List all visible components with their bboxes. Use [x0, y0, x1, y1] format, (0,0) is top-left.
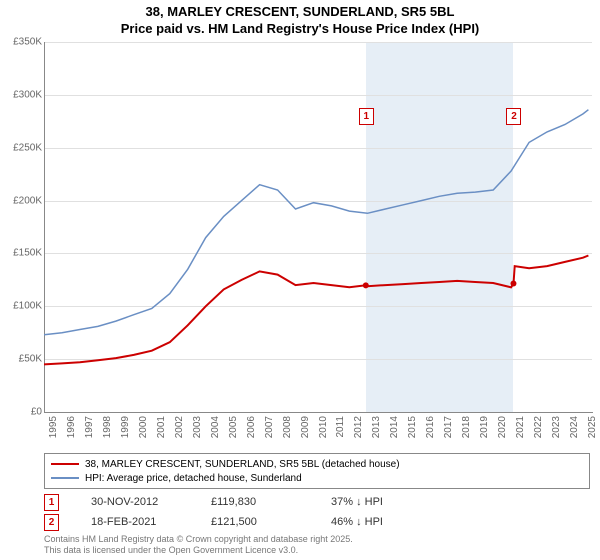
x-tick-label: 2023 [551, 416, 562, 446]
legend: 38, MARLEY CRESCENT, SUNDERLAND, SR5 5BL… [44, 453, 590, 489]
x-tick-label: 1995 [48, 416, 59, 446]
sale-marker-box: 2 [44, 514, 59, 531]
legend-swatch [51, 463, 79, 465]
sale-row: 2 18-FEB-2021 £121,500 46% ↓ HPI [44, 512, 592, 532]
x-tick-label: 2012 [353, 416, 364, 446]
x-tick-label: 2025 [587, 416, 598, 446]
x-tick-label: 2004 [210, 416, 221, 446]
x-tick-label: 2022 [533, 416, 544, 446]
chart-title: 38, MARLEY CRESCENT, SUNDERLAND, SR5 5BL… [0, 0, 600, 38]
sale-date: 30-NOV-2012 [91, 496, 211, 508]
chart-container: 38, MARLEY CRESCENT, SUNDERLAND, SR5 5BL… [0, 0, 600, 560]
y-tick-label: £350K [2, 37, 42, 48]
x-tick-label: 2018 [461, 416, 472, 446]
x-tick-label: 2013 [371, 416, 382, 446]
sale-dot [363, 282, 369, 288]
x-tick-label: 1996 [66, 416, 77, 446]
legend-item: 38, MARLEY CRESCENT, SUNDERLAND, SR5 5BL… [51, 457, 583, 471]
sale-date: 18-FEB-2021 [91, 516, 211, 528]
x-tick-label: 2010 [318, 416, 329, 446]
x-tick-label: 1997 [84, 416, 95, 446]
sales-table: 1 30-NOV-2012 £119,830 37% ↓ HPI 2 18-FE… [44, 492, 592, 532]
sale-hpi-delta: 37% ↓ HPI [331, 496, 451, 508]
chart-marker-box: 1 [359, 108, 374, 125]
legend-label: HPI: Average price, detached house, Sund… [85, 473, 302, 484]
y-tick-label: £300K [2, 89, 42, 100]
x-tick-label: 2009 [300, 416, 311, 446]
x-tick-label: 1999 [120, 416, 131, 446]
footnote-line: Contains HM Land Registry data © Crown c… [44, 534, 353, 544]
x-tick-label: 2006 [246, 416, 257, 446]
attribution-footnote: Contains HM Land Registry data © Crown c… [44, 534, 353, 556]
x-tick-label: 2014 [389, 416, 400, 446]
x-tick-label: 2016 [425, 416, 436, 446]
chart-marker-box: 2 [506, 108, 521, 125]
sale-marker-box: 1 [44, 494, 59, 511]
y-tick-label: £0 [2, 407, 42, 418]
x-tick-label: 2019 [479, 416, 490, 446]
x-tick-label: 2021 [515, 416, 526, 446]
y-tick-label: £250K [2, 142, 42, 153]
y-tick-label: £150K [2, 248, 42, 259]
x-tick-label: 2002 [174, 416, 185, 446]
sale-price: £119,830 [211, 496, 331, 508]
legend-item: HPI: Average price, detached house, Sund… [51, 471, 583, 485]
sale-dot [510, 281, 516, 287]
y-tick-label: £200K [2, 195, 42, 206]
chart-plot-area: 12 [44, 42, 592, 412]
x-tick-label: 2015 [407, 416, 418, 446]
sale-hpi-delta: 46% ↓ HPI [331, 516, 451, 528]
x-tick-label: 2000 [138, 416, 149, 446]
title-line-1: 38, MARLEY CRESCENT, SUNDERLAND, SR5 5BL [146, 4, 455, 19]
series-hpi [44, 110, 588, 335]
x-tick-label: 2001 [156, 416, 167, 446]
x-tick-label: 2003 [192, 416, 203, 446]
x-tick-label: 2017 [443, 416, 454, 446]
line-series-svg [44, 42, 592, 412]
legend-label: 38, MARLEY CRESCENT, SUNDERLAND, SR5 5BL… [85, 459, 400, 470]
x-tick-label: 2011 [335, 416, 346, 446]
x-tick-label: 2008 [282, 416, 293, 446]
x-tick-label: 2020 [497, 416, 508, 446]
legend-swatch [51, 477, 79, 479]
series-property_price [44, 256, 588, 365]
title-line-2: Price paid vs. HM Land Registry's House … [121, 21, 480, 36]
sale-price: £121,500 [211, 516, 331, 528]
x-tick-label: 1998 [102, 416, 113, 446]
sale-row: 1 30-NOV-2012 £119,830 37% ↓ HPI [44, 492, 592, 512]
y-tick-label: £100K [2, 301, 42, 312]
x-tick-label: 2007 [264, 416, 275, 446]
footnote-line: This data is licensed under the Open Gov… [44, 545, 298, 555]
x-tick-label: 2005 [228, 416, 239, 446]
x-tick-label: 2024 [569, 416, 580, 446]
y-tick-label: £50K [2, 354, 42, 365]
